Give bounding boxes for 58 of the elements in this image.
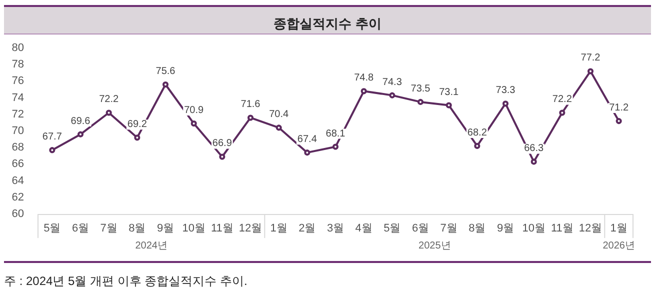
data-label: 71.6: [240, 99, 261, 110]
data-label: 68.1: [326, 128, 346, 140]
data-label: 66.3: [524, 143, 544, 154]
y-tick-label: 64: [12, 174, 24, 187]
x-tick-label: 2월: [298, 222, 316, 234]
y-tick-label: 72: [12, 108, 24, 120]
y-tick-label: 78: [12, 58, 24, 71]
data-label: 69.2: [127, 119, 148, 130]
data-label: 73.5: [410, 83, 431, 94]
y-tick-label: 76: [12, 75, 24, 88]
x-tick-label: 11월: [550, 222, 574, 234]
x-tick-label: 8월: [128, 222, 146, 234]
data-label: 75.6: [156, 66, 176, 78]
data-label: 71.2: [609, 102, 629, 114]
data-label: 74.8: [354, 72, 374, 84]
x-tick-label: 4월: [355, 222, 372, 234]
x-tick-label: 12월: [238, 222, 262, 234]
x-tick-label: 9월: [156, 222, 174, 234]
y-tick-label: 60: [12, 208, 24, 220]
x-tick-label: 7월: [100, 222, 118, 234]
data-label: 67.4: [297, 134, 318, 146]
text: 2025년: [418, 240, 451, 252]
x-tick-label: 1월: [270, 222, 288, 234]
data-label: 74.3: [382, 76, 402, 88]
x-tick-label: 8월: [468, 222, 486, 234]
x-tick-label: 12월: [578, 222, 602, 234]
data-label: 67.7: [42, 132, 62, 143]
data-label: 69.6: [70, 116, 91, 127]
x-tick-label: 5월: [44, 222, 61, 234]
data-label: 72.2: [99, 94, 119, 106]
x-tick-label: 6월: [412, 222, 430, 234]
x-tick-label: 6월: [72, 222, 90, 234]
y-tick-label: 80: [12, 42, 24, 54]
x-tick-label: 11월: [210, 222, 234, 234]
data-label: 77.2: [580, 52, 601, 64]
y-tick-label: 62: [12, 191, 24, 204]
data-label: 70.4: [269, 109, 289, 120]
text: 2024년: [135, 240, 168, 252]
x-tick-label: 10월: [182, 222, 206, 234]
x-tick-label: 9월: [496, 222, 514, 234]
y-tick-label: 70: [12, 125, 24, 137]
data-label: 72.2: [552, 94, 572, 106]
data-label: 73.1: [439, 86, 459, 98]
x-tick-label: 10월: [522, 222, 546, 234]
data-label: 73.3: [496, 85, 516, 96]
text: 2026년: [602, 240, 635, 252]
data-label: 66.9: [212, 138, 232, 150]
y-tick-label: 74: [12, 92, 24, 104]
x-tick-label: 5월: [384, 222, 401, 234]
y-tick-label: 68: [12, 142, 24, 154]
x-tick-label: 1월: [610, 222, 628, 234]
data-label: 70.9: [184, 105, 204, 116]
x-tick-label: 3월: [326, 222, 344, 234]
data-label: 68.2: [467, 127, 488, 138]
y-tick-label: 66: [12, 158, 24, 170]
chart-title: 종합실적지수 추이: [274, 16, 382, 31]
text: 주 : 2024년 5월 개편 이후 종합실적지수 추이.: [4, 274, 248, 288]
x-tick-label: 7월: [440, 222, 458, 234]
